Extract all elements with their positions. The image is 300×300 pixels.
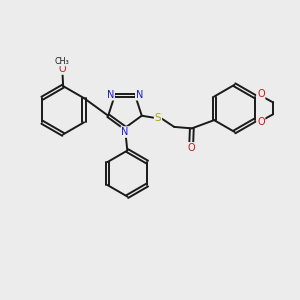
Text: O: O bbox=[59, 64, 66, 74]
Text: N: N bbox=[121, 127, 129, 137]
Text: CH₃: CH₃ bbox=[55, 57, 69, 66]
Text: N: N bbox=[107, 90, 114, 100]
Text: O: O bbox=[257, 118, 265, 128]
Text: S: S bbox=[155, 113, 161, 123]
Text: N: N bbox=[136, 90, 143, 100]
Text: O: O bbox=[257, 89, 265, 99]
Text: O: O bbox=[188, 143, 195, 153]
